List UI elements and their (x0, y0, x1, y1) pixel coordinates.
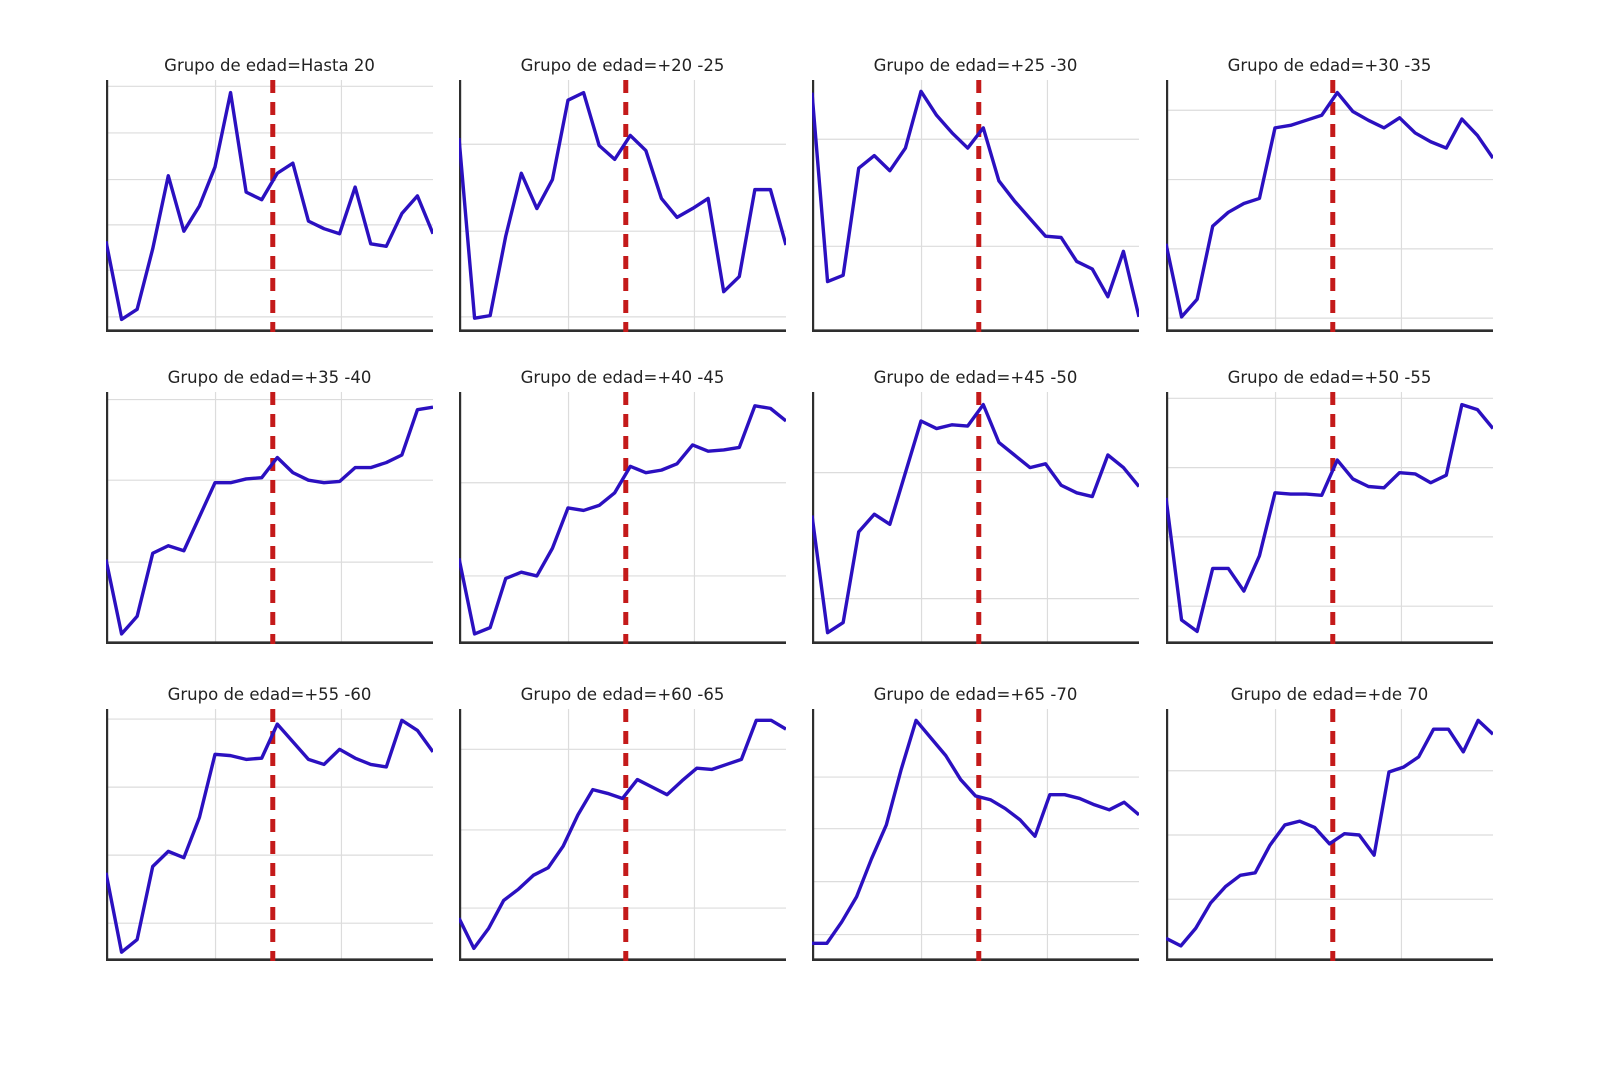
facet-chart-hasta-20: Grupo de edad=Hasta 20 (106, 50, 433, 334)
data-line (459, 718, 786, 951)
facet-title: Grupo de edad=+50 -55 (1227, 368, 1432, 387)
data-line (459, 90, 786, 320)
line-plot (1166, 709, 1493, 961)
line-plot (459, 80, 786, 332)
facet-chart-25-30: Grupo de edad=+25 -30 (812, 50, 1139, 334)
line-plot (812, 709, 1139, 961)
line-plot (1166, 392, 1493, 644)
facet-title: Grupo de edad=+45 -50 (873, 368, 1078, 387)
line-plot (459, 392, 786, 644)
data-line (106, 405, 433, 636)
line-plot (106, 709, 433, 961)
data-line (1166, 718, 1493, 948)
data-line (812, 718, 1139, 946)
data-line (459, 404, 786, 636)
facet-chart-de-70: Grupo de edad=+de 70 (1166, 679, 1493, 963)
facet-title: Grupo de edad=+25 -30 (873, 56, 1078, 75)
facet-chart-65-70: Grupo de edad=+65 -70 (812, 679, 1139, 963)
line-plot (812, 392, 1139, 644)
facet-chart-35-40: Grupo de edad=+35 -40 (106, 362, 433, 646)
facet-title: Grupo de edad=+30 -35 (1227, 56, 1432, 75)
data-line (106, 718, 433, 954)
facet-title: Grupo de edad=Hasta 20 (164, 56, 375, 75)
facet-title: Grupo de edad=+35 -40 (167, 368, 372, 387)
data-line (106, 90, 433, 322)
line-plot (812, 80, 1139, 332)
facet-chart-50-55: Grupo de edad=+50 -55 (1166, 362, 1493, 646)
line-plot (106, 392, 433, 644)
data-line (1166, 402, 1493, 634)
facet-title: Grupo de edad=+65 -70 (873, 685, 1078, 704)
data-line (812, 402, 1139, 635)
facet-title: Grupo de edad=+60 -65 (520, 685, 725, 704)
facet-title: Grupo de edad=+40 -45 (520, 368, 725, 387)
line-plot (459, 709, 786, 961)
facet-chart-45-50: Grupo de edad=+45 -50 (812, 362, 1139, 646)
facet-chart-55-60: Grupo de edad=+55 -60 (106, 679, 433, 963)
data-line (812, 89, 1139, 318)
line-plot (106, 80, 433, 332)
facet-chart-30-35: Grupo de edad=+30 -35 (1166, 50, 1493, 334)
facet-chart-60-65: Grupo de edad=+60 -65 (459, 679, 786, 963)
data-line (1166, 90, 1493, 319)
facet-title: Grupo de edad=+20 -25 (520, 56, 725, 75)
line-plot (1166, 80, 1493, 332)
facet-chart-40-45: Grupo de edad=+40 -45 (459, 362, 786, 646)
facet-chart-20-25: Grupo de edad=+20 -25 (459, 50, 786, 334)
facet-title: Grupo de edad=+55 -60 (167, 685, 372, 704)
facet-title: Grupo de edad=+de 70 (1230, 685, 1429, 704)
